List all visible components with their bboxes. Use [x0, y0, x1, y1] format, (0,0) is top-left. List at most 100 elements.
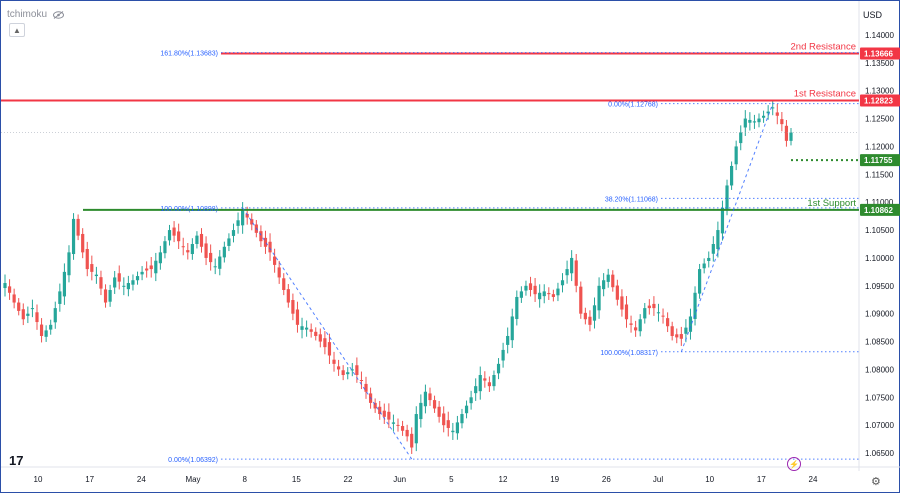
candle-body [391, 422, 396, 424]
candle-body [172, 227, 176, 236]
candle-body [707, 257, 711, 262]
candle-body [739, 132, 743, 144]
x-tick-label: Jun [393, 475, 406, 484]
candle-body [295, 309, 300, 325]
candle-body [684, 327, 688, 334]
price-tag: 1.10862 [864, 206, 893, 215]
candle-body [602, 280, 606, 290]
candle-body [711, 244, 715, 254]
candle-body [451, 430, 455, 433]
candle-body [428, 393, 432, 401]
candle-body [506, 335, 510, 345]
y-tick-label: 1.11000 [865, 198, 894, 207]
candle-body [117, 273, 121, 282]
x-tick-label: Jul [653, 475, 663, 484]
candle-body [638, 319, 642, 332]
candle-body [67, 252, 71, 276]
candle-body [670, 326, 674, 336]
candle-body [190, 244, 194, 255]
candle-body [250, 219, 254, 225]
candle-body [474, 386, 478, 394]
candle-body [688, 316, 693, 332]
fib-label: 38.20%(1.11068) [605, 196, 658, 203]
candle-body [647, 305, 651, 309]
candle-body [94, 274, 98, 277]
y-tick-label: 1.08000 [865, 365, 894, 374]
candle-body [396, 424, 400, 426]
candle-body [666, 318, 670, 327]
eye-slash-icon[interactable] [53, 10, 65, 19]
candle-body [199, 233, 204, 247]
candle-body [126, 283, 130, 290]
candle-body [163, 241, 167, 254]
candle-body [679, 334, 683, 339]
price-tag: 1.12823 [864, 97, 893, 106]
candle-body [410, 433, 414, 448]
y-tick-label: 1.11500 [865, 170, 894, 179]
x-tick-label: May [185, 475, 200, 484]
candle-body [76, 218, 80, 236]
candle-body [273, 256, 277, 265]
candle-body [364, 383, 368, 392]
candle-body [387, 411, 391, 420]
candle-body [693, 292, 697, 319]
candle-body [26, 313, 30, 316]
currency-label[interactable]: USD [863, 10, 883, 20]
candle-body [167, 230, 172, 241]
gear-icon[interactable]: ⚙ [871, 476, 881, 488]
candle-body [39, 324, 44, 336]
x-tick-label: 24 [137, 475, 146, 484]
candle-body [44, 330, 48, 337]
candle-body [332, 359, 336, 364]
y-tick-label: 1.09000 [865, 310, 894, 319]
candle-body [469, 397, 473, 404]
candle-body [81, 233, 85, 253]
candle-body [373, 402, 377, 409]
y-tick-label: 1.06500 [865, 449, 894, 458]
candle-body [556, 288, 560, 296]
candle-body [378, 406, 382, 415]
price-tag: 1.11755 [864, 156, 893, 165]
candle-body [533, 285, 537, 295]
candle-body [460, 414, 464, 424]
candle-body [414, 414, 418, 444]
x-tick-label: 10 [34, 475, 43, 484]
candle-body [583, 312, 587, 320]
chevron-up-icon[interactable]: ▲ [9, 23, 25, 37]
lightning-icon[interactable]: ⚡ [787, 457, 801, 471]
candle-body [442, 413, 446, 426]
candle-body [565, 269, 569, 276]
candle-body [350, 369, 354, 371]
candle-body [725, 185, 729, 210]
candle-body [419, 402, 423, 420]
candle-body [149, 265, 153, 270]
candle-body [309, 329, 313, 332]
candle-body [245, 213, 249, 218]
candle-body [213, 266, 217, 268]
candle-body [643, 308, 647, 319]
candle-body [231, 230, 236, 236]
candle-body [734, 146, 738, 165]
candle-body [300, 326, 304, 330]
candle-body [752, 121, 757, 123]
candle-body [236, 220, 240, 226]
candle-body [140, 271, 144, 275]
price-tag-bg [860, 203, 900, 216]
candle-body [547, 293, 551, 295]
candle-body [574, 260, 578, 286]
price-tag: 1.13666 [864, 50, 893, 59]
candle-body [103, 289, 108, 303]
candle-body [492, 375, 496, 387]
y-tick-label: 1.10000 [865, 254, 894, 263]
candle-body [761, 115, 766, 118]
candle-body [122, 285, 126, 287]
x-tick-label: 5 [449, 475, 454, 484]
candle-body [154, 260, 158, 274]
candle-body [291, 300, 295, 314]
candle-body [7, 286, 12, 293]
candle-body [222, 246, 226, 258]
candle-body [698, 269, 702, 294]
candle-body [359, 380, 364, 382]
price-tag-bg [860, 94, 900, 107]
